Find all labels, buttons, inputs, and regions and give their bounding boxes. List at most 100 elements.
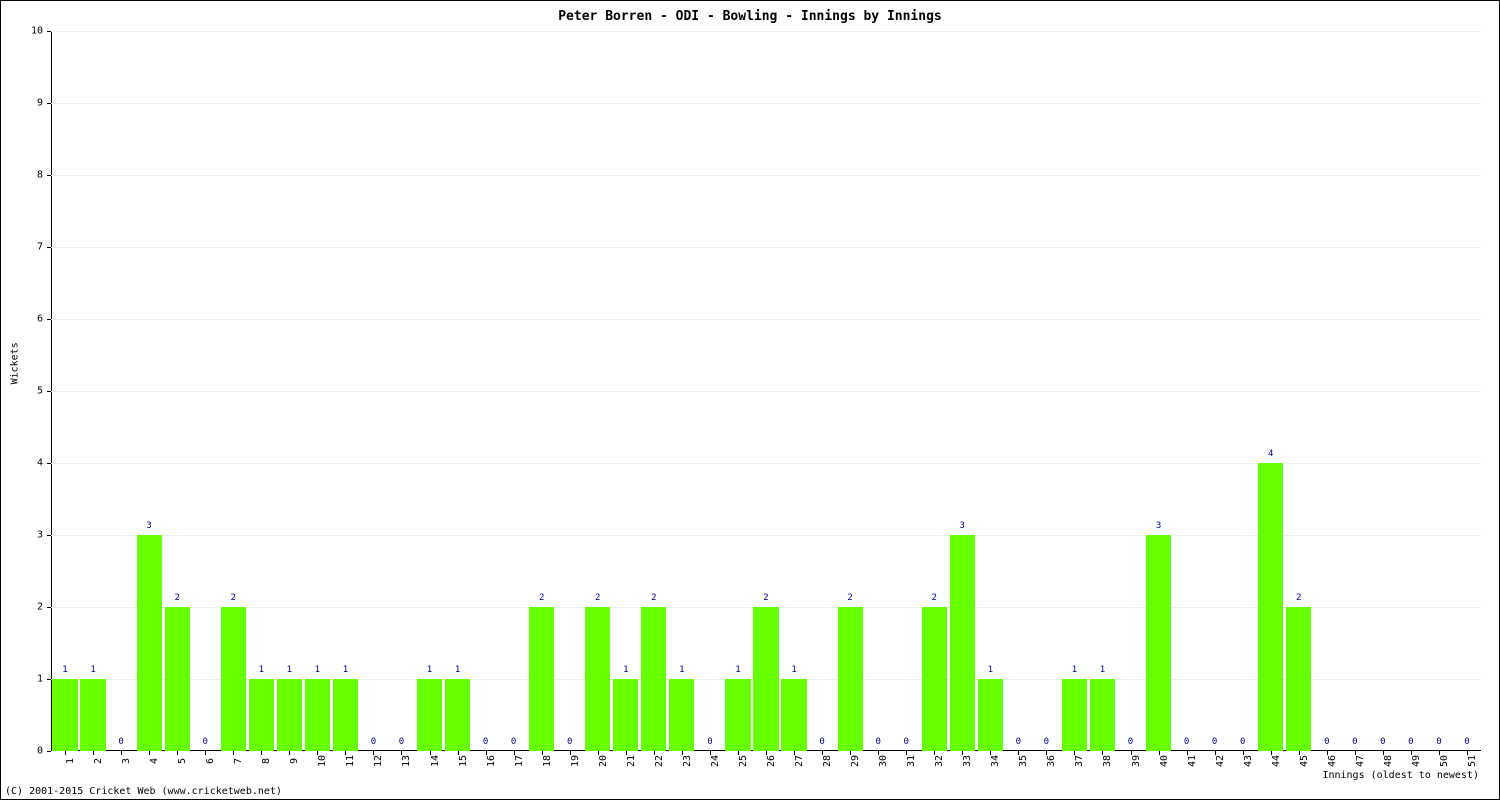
x-tick-label: 21 <box>626 755 637 767</box>
bar-value-label: 0 <box>118 737 123 747</box>
x-tick-label: 1 <box>65 758 76 764</box>
bar-value-label: 2 <box>932 593 937 603</box>
x-tick-label: 16 <box>486 755 497 767</box>
bar-value-label: 1 <box>1072 665 1077 675</box>
bar-value-label: 2 <box>174 593 179 603</box>
chart-bar <box>950 535 975 751</box>
y-tick-label: 9 <box>37 98 43 109</box>
chart-bar <box>445 679 470 751</box>
bar-value-label: 2 <box>231 593 236 603</box>
x-tick-mark <box>149 751 150 755</box>
x-tick-label: 5 <box>177 758 188 764</box>
bar-value-label: 1 <box>62 665 67 675</box>
bar-value-label: 0 <box>1464 737 1469 747</box>
y-axis-label: Wickets <box>10 342 21 384</box>
copyright-text: (C) 2001-2015 Cricket Web (www.cricketwe… <box>5 786 282 797</box>
bar-value-label: 1 <box>679 665 684 675</box>
grid-line <box>51 247 1481 248</box>
chart-bar <box>781 679 806 751</box>
x-tick-mark <box>177 751 178 755</box>
x-tick-label: 24 <box>710 755 721 767</box>
bar-value-label: 0 <box>1016 737 1021 747</box>
x-tick-mark <box>261 751 262 755</box>
x-tick-label: 33 <box>962 755 973 767</box>
x-tick-label: 48 <box>1383 755 1394 767</box>
grid-line <box>51 31 1481 32</box>
x-tick-label: 26 <box>766 755 777 767</box>
bar-value-label: 1 <box>455 665 460 675</box>
bar-value-label: 1 <box>623 665 628 675</box>
x-tick-label: 28 <box>822 755 833 767</box>
x-tick-label: 15 <box>458 755 469 767</box>
x-tick-label: 14 <box>430 755 441 767</box>
x-tick-label: 31 <box>906 755 917 767</box>
bar-value-label: 3 <box>146 521 151 531</box>
bar-value-label: 0 <box>371 737 376 747</box>
chart-bar <box>1146 535 1171 751</box>
bar-value-label: 0 <box>1324 737 1329 747</box>
y-tick-mark <box>47 463 51 464</box>
x-tick-label: 44 <box>1271 755 1282 767</box>
bar-value-label: 0 <box>1408 737 1413 747</box>
bar-value-label: 0 <box>1240 737 1245 747</box>
bar-value-label: 1 <box>427 665 432 675</box>
x-tick-label: 34 <box>990 755 1001 767</box>
y-tick-label: 4 <box>37 458 43 469</box>
x-tick-label: 22 <box>654 755 665 767</box>
x-tick-label: 4 <box>149 758 160 764</box>
bar-value-label: 1 <box>259 665 264 675</box>
bar-value-label: 0 <box>1380 737 1385 747</box>
x-axis-label: Innings (oldest to newest) <box>1322 770 1479 781</box>
x-tick-mark <box>289 751 290 755</box>
chart-bar <box>978 679 1003 751</box>
chart-bar <box>922 607 947 751</box>
chart-bar <box>1090 679 1115 751</box>
x-tick-label: 38 <box>1102 755 1113 767</box>
x-tick-label: 6 <box>205 758 216 764</box>
x-tick-label: 43 <box>1243 755 1254 767</box>
x-tick-label: 25 <box>738 755 749 767</box>
x-tick-label: 50 <box>1439 755 1450 767</box>
x-tick-mark <box>93 751 94 755</box>
y-tick-mark <box>47 535 51 536</box>
x-tick-mark <box>233 751 234 755</box>
bar-value-label: 0 <box>1044 737 1049 747</box>
y-tick-mark <box>47 679 51 680</box>
chart-bar <box>277 679 302 751</box>
y-tick-label: 6 <box>37 314 43 325</box>
bar-value-label: 3 <box>960 521 965 531</box>
bar-value-label: 1 <box>988 665 993 675</box>
chart-bar <box>165 607 190 751</box>
bar-value-label: 1 <box>90 665 95 675</box>
bar-value-label: 4 <box>1268 449 1273 459</box>
chart-bar <box>585 607 610 751</box>
x-tick-label: 19 <box>570 755 581 767</box>
plot-area: 0123456789101112033425062718191101110120… <box>51 31 1481 751</box>
grid-line <box>51 391 1481 392</box>
bar-value-label: 0 <box>707 737 712 747</box>
x-tick-label: 41 <box>1187 755 1198 767</box>
bar-value-label: 0 <box>819 737 824 747</box>
bar-value-label: 0 <box>567 737 572 747</box>
chart-bar <box>529 607 554 751</box>
bar-value-label: 0 <box>483 737 488 747</box>
bar-value-label: 2 <box>847 593 852 603</box>
bar-value-label: 1 <box>287 665 292 675</box>
y-tick-label: 5 <box>37 386 43 397</box>
x-tick-label: 39 <box>1131 755 1142 767</box>
chart-bar <box>753 607 778 751</box>
x-tick-label: 46 <box>1327 755 1338 767</box>
x-tick-label: 37 <box>1074 755 1085 767</box>
bar-value-label: 0 <box>399 737 404 747</box>
bar-value-label: 0 <box>1184 737 1189 747</box>
chart-bar <box>725 679 750 751</box>
x-tick-label: 3 <box>121 758 132 764</box>
bar-value-label: 2 <box>651 593 656 603</box>
chart-bar <box>1286 607 1311 751</box>
x-tick-label: 40 <box>1159 755 1170 767</box>
x-tick-label: 12 <box>373 755 384 767</box>
bar-value-label: 2 <box>1296 593 1301 603</box>
chart-bar <box>333 679 358 751</box>
y-tick-label: 0 <box>37 746 43 757</box>
x-tick-label: 49 <box>1411 755 1422 767</box>
